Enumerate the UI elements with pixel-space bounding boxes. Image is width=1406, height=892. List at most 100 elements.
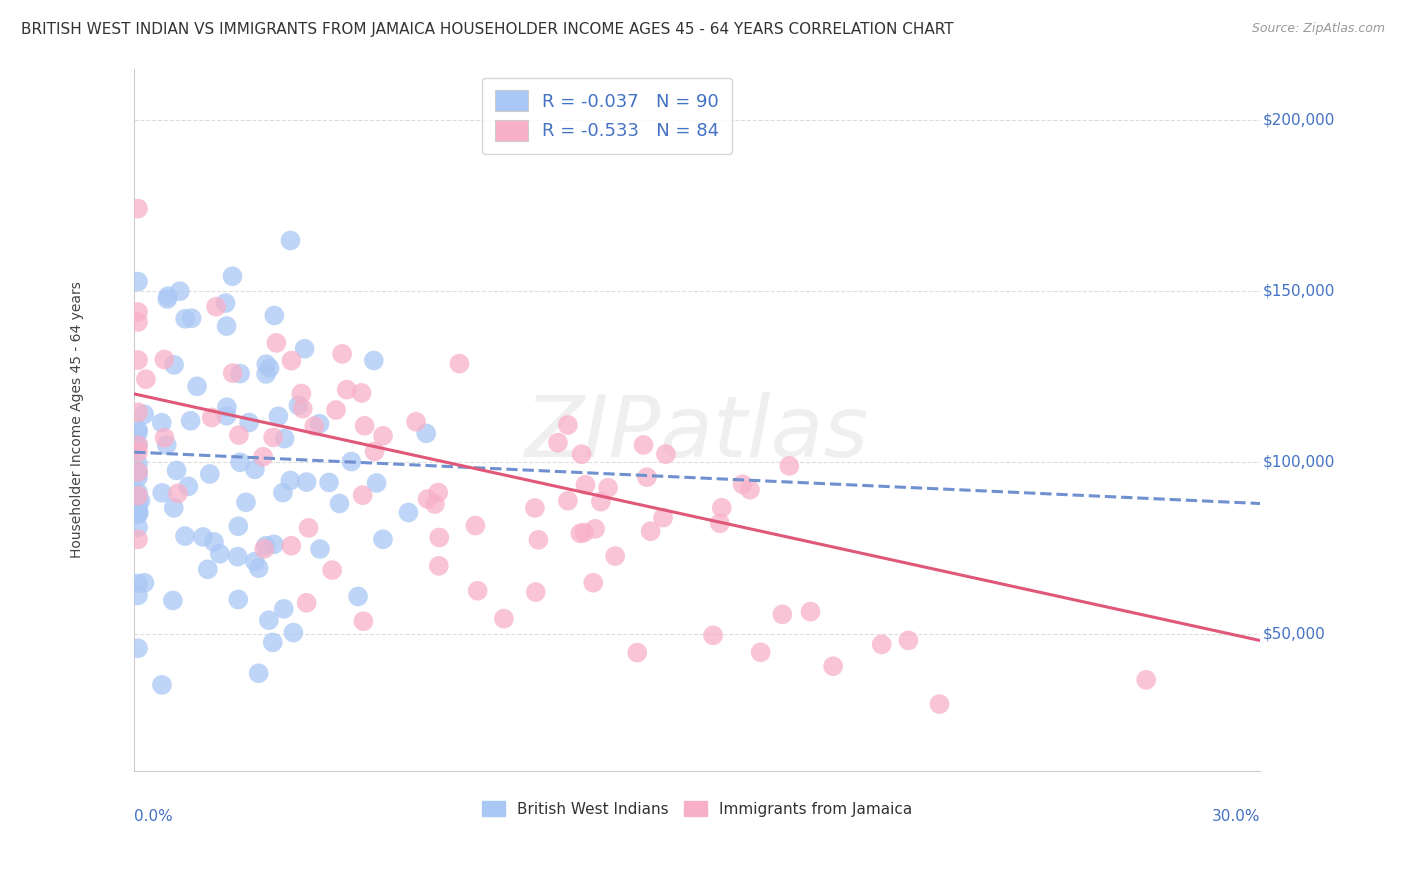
Point bbox=[262, 430, 284, 444]
Point bbox=[636, 470, 658, 484]
Point bbox=[633, 438, 655, 452]
Point bbox=[128, 506, 150, 520]
Point bbox=[492, 612, 515, 626]
Point bbox=[201, 410, 224, 425]
Point bbox=[163, 358, 186, 372]
Point bbox=[243, 555, 266, 569]
Point bbox=[702, 628, 724, 642]
Point bbox=[254, 357, 277, 371]
Point bbox=[928, 697, 950, 711]
Text: 0.0%: 0.0% bbox=[135, 809, 173, 824]
Point bbox=[127, 489, 149, 503]
Point bbox=[427, 558, 450, 573]
Point bbox=[180, 414, 202, 428]
Point bbox=[127, 470, 149, 484]
Point bbox=[228, 428, 250, 442]
Point bbox=[127, 503, 149, 517]
Point bbox=[583, 522, 606, 536]
Point bbox=[449, 357, 471, 371]
Point bbox=[321, 563, 343, 577]
Point bbox=[308, 417, 330, 431]
Point bbox=[273, 602, 295, 616]
Point bbox=[127, 641, 149, 656]
Point bbox=[352, 488, 374, 502]
Point bbox=[156, 289, 179, 303]
Point bbox=[127, 457, 149, 471]
Point bbox=[280, 474, 302, 488]
Point bbox=[153, 431, 176, 445]
Point bbox=[150, 486, 173, 500]
Text: BRITISH WEST INDIAN VS IMMIGRANTS FROM JAMAICA HOUSEHOLDER INCOME AGES 45 - 64 Y: BRITISH WEST INDIAN VS IMMIGRANTS FROM J… bbox=[21, 22, 953, 37]
Point bbox=[153, 352, 176, 367]
Point bbox=[287, 399, 309, 413]
Point bbox=[127, 588, 149, 602]
Point bbox=[129, 493, 152, 508]
Point bbox=[247, 561, 270, 575]
Point bbox=[640, 524, 662, 539]
Point bbox=[177, 479, 200, 493]
Point bbox=[259, 361, 281, 376]
Point bbox=[710, 500, 733, 515]
Point bbox=[547, 435, 569, 450]
Point bbox=[262, 635, 284, 649]
Point bbox=[127, 423, 149, 437]
Point bbox=[770, 607, 793, 622]
Point bbox=[295, 596, 318, 610]
Point bbox=[254, 367, 277, 381]
Point bbox=[330, 347, 353, 361]
Point bbox=[127, 445, 149, 459]
Point bbox=[127, 315, 149, 329]
Point bbox=[197, 562, 219, 576]
Point bbox=[271, 485, 294, 500]
Point bbox=[156, 438, 179, 452]
Text: $150,000: $150,000 bbox=[1263, 284, 1334, 299]
Point bbox=[263, 309, 285, 323]
Point bbox=[423, 497, 446, 511]
Point bbox=[870, 637, 893, 651]
Point bbox=[336, 383, 359, 397]
Point bbox=[557, 417, 579, 432]
Point bbox=[163, 500, 186, 515]
Point bbox=[340, 454, 363, 468]
Point bbox=[626, 646, 648, 660]
Point bbox=[127, 508, 149, 522]
Point bbox=[235, 495, 257, 509]
Point bbox=[291, 401, 314, 416]
Point bbox=[738, 483, 761, 497]
Point bbox=[353, 418, 375, 433]
Point bbox=[127, 305, 149, 319]
Point bbox=[290, 386, 312, 401]
Point bbox=[405, 415, 427, 429]
Point bbox=[371, 429, 394, 443]
Point bbox=[127, 485, 149, 500]
Point bbox=[297, 521, 319, 535]
Point bbox=[363, 353, 385, 368]
Point bbox=[127, 576, 149, 591]
Point bbox=[350, 386, 373, 401]
Point bbox=[731, 477, 754, 491]
Text: $50,000: $50,000 bbox=[1263, 626, 1326, 641]
Point bbox=[318, 475, 340, 490]
Point bbox=[127, 464, 149, 478]
Point bbox=[221, 269, 243, 284]
Point bbox=[166, 463, 188, 477]
Point bbox=[156, 292, 179, 306]
Text: $100,000: $100,000 bbox=[1263, 455, 1334, 470]
Point bbox=[127, 275, 149, 289]
Text: $200,000: $200,000 bbox=[1263, 112, 1334, 128]
Point bbox=[467, 583, 489, 598]
Point bbox=[325, 403, 347, 417]
Point bbox=[167, 486, 190, 500]
Point bbox=[254, 539, 277, 553]
Point bbox=[363, 444, 385, 458]
Point bbox=[799, 605, 821, 619]
Point bbox=[127, 465, 149, 479]
Point bbox=[127, 438, 149, 452]
Point bbox=[127, 520, 149, 534]
Point bbox=[571, 447, 593, 461]
Point bbox=[215, 319, 238, 334]
Point bbox=[238, 416, 260, 430]
Point bbox=[366, 475, 388, 490]
Point bbox=[257, 613, 280, 627]
Point bbox=[749, 645, 772, 659]
